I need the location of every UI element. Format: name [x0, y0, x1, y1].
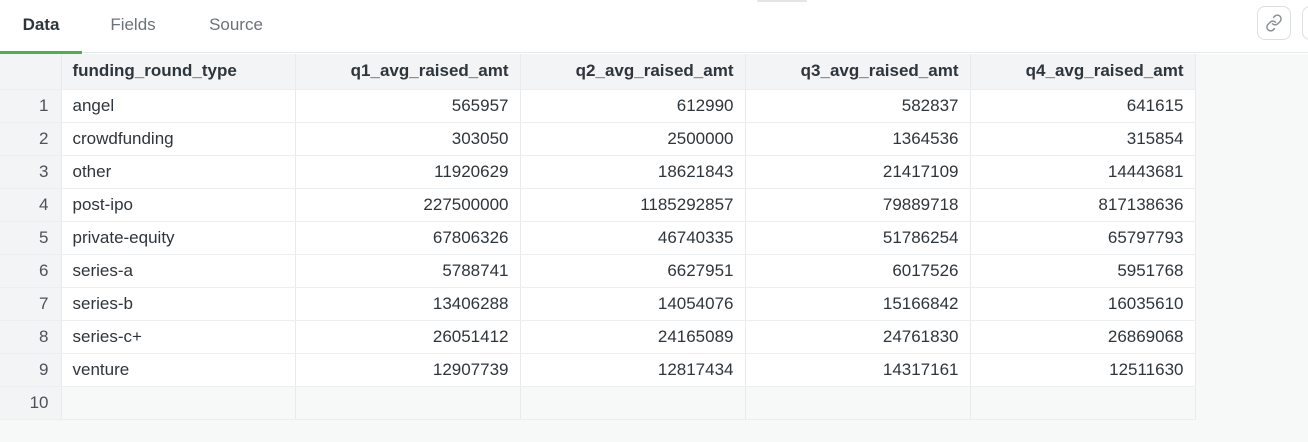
cell-q1-avg-raised-amt[interactable]: 227500000 — [295, 188, 521, 222]
table-row: 1 angel 565957 612990 582837 641615 — [0, 89, 1196, 123]
table-row: 2 crowdfunding 303050 2500000 1364536 315854 — [0, 122, 1196, 156]
table-row: 4 post-ipo 227500000 1185292857 79889718 8171… — [0, 188, 1196, 222]
copy-link-button[interactable] — [1257, 6, 1291, 40]
column-header-q3[interactable]: q3_avg_raised_amt — [745, 54, 971, 90]
row-number: 4 — [0, 188, 62, 222]
cell-q3-avg-raised-amt[interactable]: 1364536 — [745, 122, 971, 156]
cell-q1-avg-raised-amt[interactable]: 303050 — [295, 122, 521, 156]
cell-q4-avg-raised-amt[interactable]: 14443681 — [970, 155, 1196, 189]
table-row: 10 — [0, 386, 1196, 420]
column-header-q4[interactable]: q4_avg_raised_amt — [970, 54, 1196, 90]
cell-q1-avg-raised-amt[interactable]: 26051412 — [295, 320, 521, 354]
cell-q2-avg-raised-amt[interactable]: 6627951 — [520, 254, 746, 288]
results-grid: funding_round_type q1_avg_raised_amt q2_… — [0, 54, 1308, 442]
column-header-q1[interactable]: q1_avg_raised_amt — [295, 54, 521, 90]
cell-funding-round-type[interactable]: crowdfunding — [61, 122, 296, 156]
side-panel-button[interactable] — [1302, 6, 1308, 40]
cell-q1-avg-raised-amt[interactable]: 12907739 — [295, 353, 521, 387]
cell-q2-avg-raised-amt[interactable]: 12817434 — [520, 353, 746, 387]
cell-q2-avg-raised-amt[interactable]: 24165089 — [520, 320, 746, 354]
row-number: 9 — [0, 353, 62, 387]
cell-q2-avg-raised-amt[interactable]: 1185292857 — [520, 188, 746, 222]
drag-handle[interactable] — [757, 0, 807, 2]
cell-q4-avg-raised-amt[interactable]: 641615 — [970, 89, 1196, 123]
cell-q1-avg-raised-amt[interactable]: 565957 — [295, 89, 521, 123]
tab-bar: Data Fields Source — [0, 0, 1308, 54]
header-row: funding_round_type q1_avg_raised_amt q2_… — [0, 54, 1196, 90]
table-row: 7 series-b 13406288 14054076 15166842 1603561… — [0, 287, 1196, 321]
cell-q2-avg-raised-amt[interactable]: 2500000 — [520, 122, 746, 156]
cell-q3-avg-raised-amt[interactable]: 79889718 — [745, 188, 971, 222]
column-header-q2[interactable]: q2_avg_raised_amt — [520, 54, 746, 90]
cell-q2-avg-raised-amt[interactable]: 612990 — [520, 89, 746, 123]
row-number-header — [0, 54, 62, 90]
cell-funding-round-type[interactable] — [61, 386, 296, 420]
cell-q1-avg-raised-amt[interactable]: 11920629 — [295, 155, 521, 189]
cell-q4-avg-raised-amt[interactable]: 315854 — [970, 122, 1196, 156]
column-header-funding-round-type[interactable]: funding_round_type — [61, 54, 296, 90]
cell-funding-round-type[interactable]: series-b — [61, 287, 296, 321]
table-row: 8 series-c+ 26051412 24165089 24761830 268690… — [0, 320, 1196, 354]
cell-funding-round-type[interactable]: private-equity — [61, 221, 296, 255]
cell-funding-round-type[interactable]: series-a — [61, 254, 296, 288]
cell-q2-avg-raised-amt[interactable]: 18621843 — [520, 155, 746, 189]
cell-q3-avg-raised-amt[interactable]: 21417109 — [745, 155, 971, 189]
cell-q1-avg-raised-amt[interactable]: 5788741 — [295, 254, 521, 288]
cell-q1-avg-raised-amt[interactable] — [295, 386, 521, 420]
cell-q4-avg-raised-amt[interactable]: 26869068 — [970, 320, 1196, 354]
cell-funding-round-type[interactable]: series-c+ — [61, 320, 296, 354]
cell-q4-avg-raised-amt[interactable]: 16035610 — [970, 287, 1196, 321]
table-row: 6 series-a 5788741 6627951 6017526 5951768 — [0, 254, 1196, 288]
cell-funding-round-type[interactable]: venture — [61, 353, 296, 387]
cell-q2-avg-raised-amt[interactable]: 14054076 — [520, 287, 746, 321]
cell-q3-avg-raised-amt[interactable]: 24761830 — [745, 320, 971, 354]
cell-q4-avg-raised-amt[interactable]: 5951768 — [970, 254, 1196, 288]
cell-q4-avg-raised-amt[interactable]: 817138636 — [970, 188, 1196, 222]
row-number: 10 — [0, 386, 62, 420]
row-number: 1 — [0, 89, 62, 123]
cell-q3-avg-raised-amt[interactable]: 15166842 — [745, 287, 971, 321]
table-row: 3 other 11920629 18621843 21417109 14443681 — [0, 155, 1196, 189]
cell-q3-avg-raised-amt[interactable]: 6017526 — [745, 254, 971, 288]
cell-q1-avg-raised-amt[interactable]: 67806326 — [295, 221, 521, 255]
row-number: 3 — [0, 155, 62, 189]
row-number: 6 — [0, 254, 62, 288]
cell-q3-avg-raised-amt[interactable] — [745, 386, 971, 420]
row-number: 8 — [0, 320, 62, 354]
cell-q3-avg-raised-amt[interactable]: 582837 — [745, 89, 971, 123]
results-table: funding_round_type q1_avg_raised_amt q2_… — [0, 54, 1196, 420]
row-number: 5 — [0, 221, 62, 255]
cell-q2-avg-raised-amt[interactable]: 46740335 — [520, 221, 746, 255]
cell-q2-avg-raised-amt[interactable] — [520, 386, 746, 420]
cell-funding-round-type[interactable]: angel — [61, 89, 296, 123]
cell-funding-round-type[interactable]: other — [61, 155, 296, 189]
cell-q4-avg-raised-amt[interactable]: 65797793 — [970, 221, 1196, 255]
cell-q4-avg-raised-amt[interactable]: 12511630 — [970, 353, 1196, 387]
cell-q1-avg-raised-amt[interactable]: 13406288 — [295, 287, 521, 321]
cell-q3-avg-raised-amt[interactable]: 14317161 — [745, 353, 971, 387]
table-row: 9 venture 12907739 12817434 14317161 12511630 — [0, 353, 1196, 387]
row-number: 2 — [0, 122, 62, 156]
cell-q4-avg-raised-amt[interactable] — [970, 386, 1196, 420]
tab-fields[interactable]: Fields — [110, 15, 156, 34]
link-icon — [1266, 14, 1282, 32]
cell-funding-round-type[interactable]: post-ipo — [61, 188, 296, 222]
tab-data[interactable]: Data — [0, 0, 82, 54]
cell-q3-avg-raised-amt[interactable]: 51786254 — [745, 221, 971, 255]
tab-source[interactable]: Source — [209, 15, 263, 34]
row-number: 7 — [0, 287, 62, 321]
table-row: 5 private-equity 67806326 46740335 51786254 6… — [0, 221, 1196, 255]
